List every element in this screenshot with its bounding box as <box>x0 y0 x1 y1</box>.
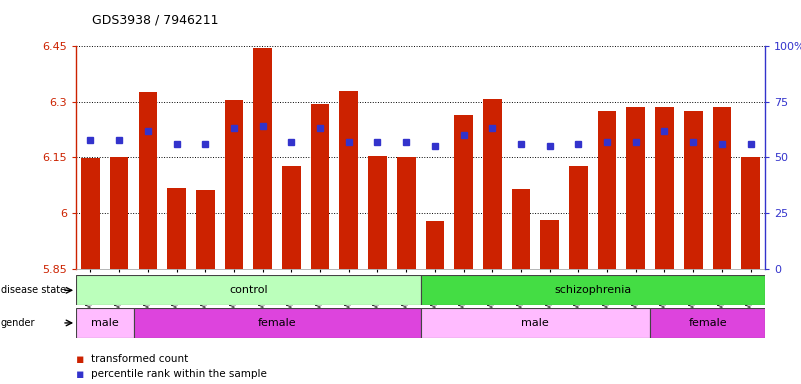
Bar <box>684 111 702 269</box>
Text: gender: gender <box>1 318 35 328</box>
Bar <box>713 108 731 269</box>
Bar <box>421 308 650 338</box>
Text: disease state: disease state <box>1 285 66 295</box>
Bar <box>311 104 329 269</box>
Bar <box>421 275 765 305</box>
Text: male: male <box>521 318 549 328</box>
Bar <box>76 275 421 305</box>
Bar <box>196 190 215 269</box>
Text: female: female <box>258 318 296 328</box>
Bar <box>541 220 559 269</box>
Text: schizophrenia: schizophrenia <box>554 285 631 295</box>
Bar <box>655 108 674 269</box>
Bar <box>81 158 100 269</box>
Bar <box>569 166 588 269</box>
Text: GDS3938 / 7946211: GDS3938 / 7946211 <box>92 14 219 27</box>
Bar <box>425 221 445 269</box>
Bar <box>512 189 530 269</box>
Bar <box>253 48 272 269</box>
Text: ▪: ▪ <box>76 353 85 366</box>
Bar <box>167 188 186 269</box>
Bar <box>368 156 387 269</box>
Bar <box>650 308 765 338</box>
Text: female: female <box>688 318 727 328</box>
Text: ▪: ▪ <box>76 368 85 381</box>
Bar <box>340 91 358 269</box>
Bar <box>224 100 244 269</box>
Text: transformed count: transformed count <box>91 354 187 364</box>
Text: male: male <box>91 318 119 328</box>
Bar <box>598 111 617 269</box>
Text: percentile rank within the sample: percentile rank within the sample <box>91 369 267 379</box>
Bar <box>741 157 760 269</box>
Bar <box>76 308 134 338</box>
Bar <box>110 157 128 269</box>
Bar <box>134 308 421 338</box>
Bar <box>396 157 416 269</box>
Text: control: control <box>229 285 268 295</box>
Bar <box>454 115 473 269</box>
Bar <box>483 99 501 269</box>
Bar <box>139 93 157 269</box>
Bar <box>282 166 300 269</box>
Bar <box>626 108 645 269</box>
